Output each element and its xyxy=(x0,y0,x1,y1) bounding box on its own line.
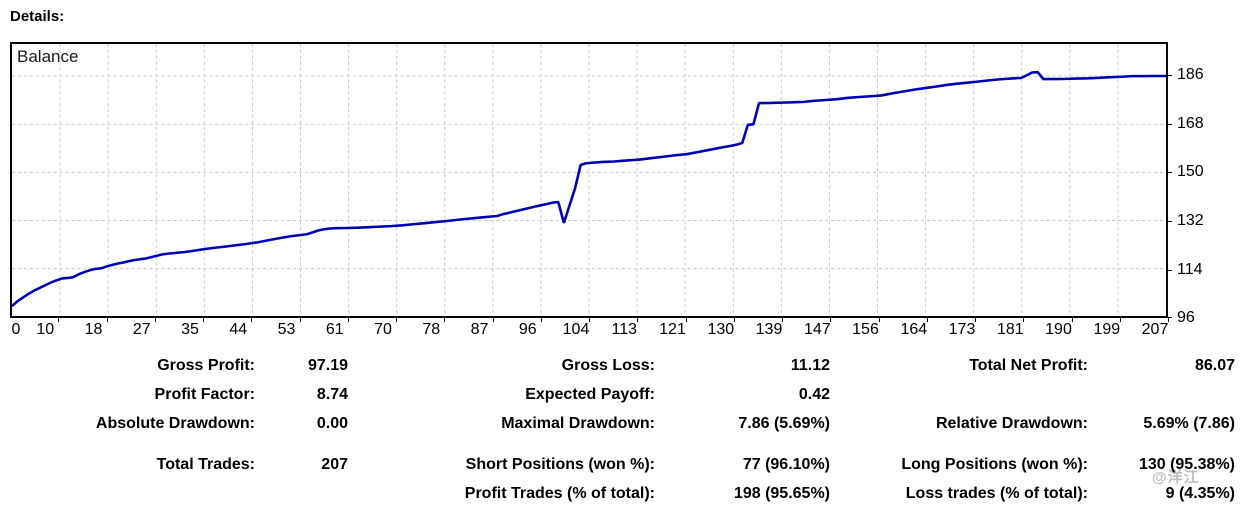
x-tick xyxy=(637,318,639,322)
stat-value: 207 xyxy=(321,456,348,473)
x-tick xyxy=(589,318,590,322)
x-axis-label: 44 xyxy=(229,321,248,338)
x-axis-label: 18 xyxy=(84,321,103,338)
stat-label: Absolute Drawdown: xyxy=(95,415,255,432)
stat-label: Relative Drawdown: xyxy=(935,415,1088,432)
x-tick xyxy=(975,318,976,322)
stat-value: 11.12 xyxy=(790,357,830,374)
stat-label: Gross Loss: xyxy=(561,357,655,374)
x-axis-label: 199 xyxy=(1093,321,1121,338)
x-axis-label: 104 xyxy=(562,321,590,338)
x-axis-label: 87 xyxy=(470,321,489,338)
page-title: Details: xyxy=(10,8,65,25)
y-tick xyxy=(1168,317,1172,318)
x-tick xyxy=(251,318,253,322)
stat-value: 9 (4.35%) xyxy=(1165,485,1235,502)
stat-value: 7.86 (5.69%) xyxy=(738,415,830,432)
stat-label: Total Net Profit: xyxy=(969,357,1088,374)
x-tick xyxy=(1168,318,1169,322)
x-tick xyxy=(878,318,880,322)
x-axis-label: 173 xyxy=(948,321,976,338)
stat-value: 0.42 xyxy=(798,386,830,403)
stat-label: Loss trades (% of total): xyxy=(905,485,1088,502)
stat-label: Profit Trades (% of total): xyxy=(464,485,655,502)
stat-value: 8.74 xyxy=(316,386,348,403)
x-axis-label: 130 xyxy=(707,321,735,338)
y-axis-label: 114 xyxy=(1177,260,1203,278)
stat-value: 97.19 xyxy=(307,357,348,374)
x-tick xyxy=(685,318,687,322)
x-tick xyxy=(492,318,494,322)
stat-value: 0.00 xyxy=(316,415,348,432)
y-axis-label: 96 xyxy=(1177,309,1195,326)
x-axis-label: 156 xyxy=(852,321,879,338)
stat-value: 86.07 xyxy=(1194,357,1235,374)
x-tick xyxy=(782,318,783,322)
x-tick xyxy=(1071,318,1073,322)
stat-value xyxy=(255,481,348,510)
balance-legend-label: Balance xyxy=(17,47,79,66)
y-axis-label: 168 xyxy=(1177,114,1204,132)
x-axis-label: 10 xyxy=(36,321,55,338)
y-tick xyxy=(1168,221,1172,223)
x-tick xyxy=(58,318,60,322)
x-axis-label: 181 xyxy=(996,321,1024,338)
stat-value: 198 (95.65%) xyxy=(733,485,830,502)
x-tick xyxy=(1119,318,1121,322)
y-tick xyxy=(1168,172,1172,174)
balance-line-svg xyxy=(12,44,1166,316)
stat-label: Total Trades: xyxy=(156,456,255,473)
x-tick xyxy=(299,318,301,322)
watermark: @洋江 xyxy=(1152,469,1200,486)
x-tick xyxy=(154,318,156,322)
y-axis-label: 150 xyxy=(1177,163,1204,181)
x-axis-label: 147 xyxy=(803,321,831,338)
stat-value xyxy=(1088,382,1235,411)
stat-value: 77 (96.10%) xyxy=(742,456,830,473)
x-tick xyxy=(1023,318,1025,322)
x-tick xyxy=(926,318,928,322)
y-tick xyxy=(1168,123,1172,125)
x-axis-label: 96 xyxy=(518,321,537,338)
x-axis-label: 78 xyxy=(422,321,441,338)
stats-table: Gross Profit: 97.19 Gross Loss: 11.12 Total … xyxy=(0,353,1235,510)
y-axis-label: 186 xyxy=(1177,65,1204,83)
x-axis-label: 190 xyxy=(1045,321,1072,338)
x-axis-label: 61 xyxy=(325,321,344,338)
stat-label: Profit Factor: xyxy=(154,386,255,403)
x-tick xyxy=(444,318,446,322)
y-axis-label: 132 xyxy=(1177,212,1204,230)
x-axis-label: 113 xyxy=(611,321,638,338)
x-axis-label: 139 xyxy=(755,321,783,338)
x-tick xyxy=(106,318,108,322)
stat-label: Short Positions (won %): xyxy=(465,456,655,473)
x-axis-label: 164 xyxy=(900,321,928,338)
x-axis-label: 27 xyxy=(132,321,151,338)
stat-value: 5.69% (7.86) xyxy=(1143,415,1235,432)
stat-label: Maximal Drawdown: xyxy=(501,415,655,432)
x-axis-label: 70 xyxy=(374,321,392,338)
chart-plot-area xyxy=(10,42,1168,318)
balance-chart: Balance 0 10 18 27 35 44 53 61 70 78 87 96 104 113 121… xyxy=(10,42,1204,338)
x-axis-label: 0 xyxy=(11,321,21,338)
y-tick xyxy=(1168,74,1172,76)
x-tick xyxy=(347,318,349,322)
stat-label: Expected Payoff: xyxy=(525,386,655,403)
balance-line xyxy=(12,70,1166,308)
x-tick xyxy=(203,318,204,322)
x-tick xyxy=(540,318,542,322)
stat-label: Gross Profit: xyxy=(157,357,255,374)
stat-label xyxy=(0,481,255,510)
x-tick xyxy=(733,318,735,322)
x-axis-label: 121 xyxy=(659,321,686,338)
x-axis-label: 207 xyxy=(1141,321,1169,338)
x-axis-label: 35 xyxy=(181,321,199,338)
x-tick xyxy=(830,318,832,322)
y-tick xyxy=(1168,269,1172,271)
x-tick xyxy=(396,318,397,322)
stat-label: Long Positions (won %): xyxy=(901,456,1088,473)
stat-label xyxy=(830,382,1088,411)
x-axis-label: 53 xyxy=(277,321,296,338)
stat-value: 130 (95.38%) xyxy=(1138,456,1235,473)
